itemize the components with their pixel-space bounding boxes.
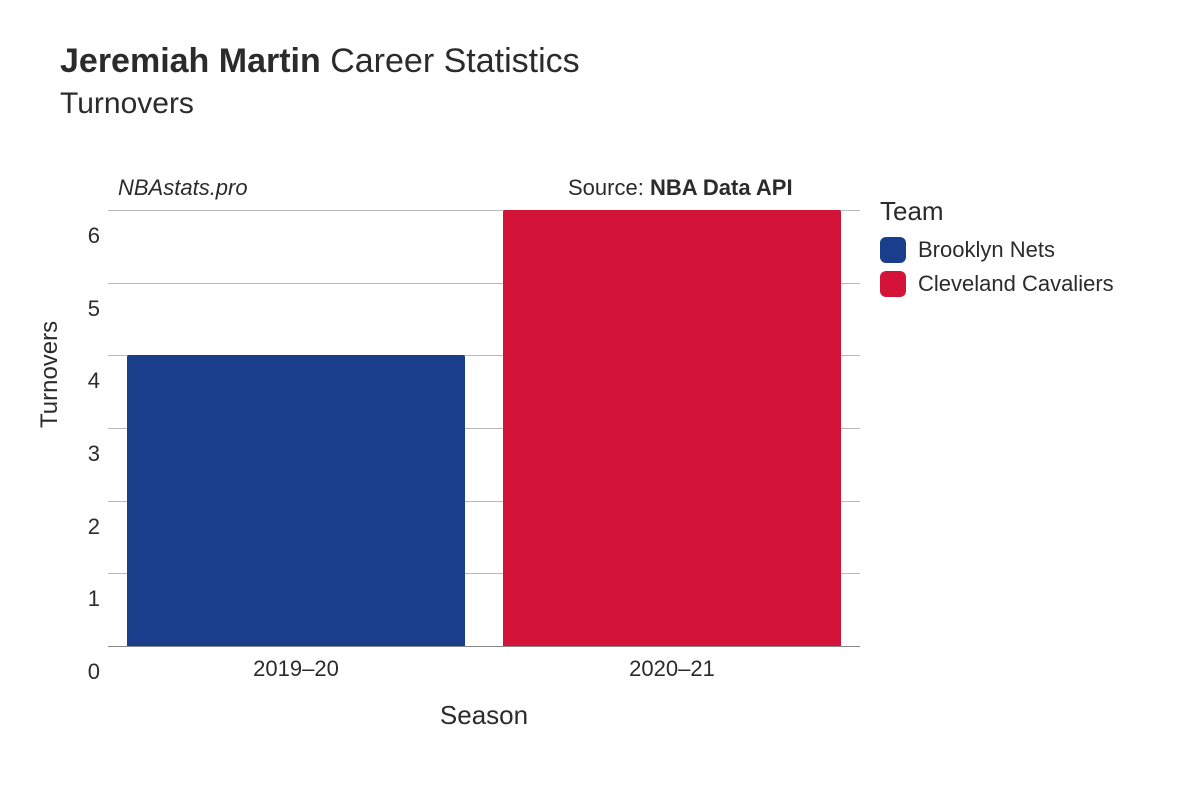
- source-text: Source: NBA Data API: [568, 175, 793, 201]
- x-tick-label: 2019–20: [253, 656, 339, 682]
- legend-item: Brooklyn Nets: [880, 237, 1114, 263]
- source-value: NBA Data API: [650, 175, 793, 200]
- y-tick-label: 3: [60, 441, 100, 467]
- chart-title: Jeremiah Martin Career Statistics: [60, 40, 580, 83]
- y-tick-label: 2: [60, 514, 100, 540]
- legend-swatch: [880, 237, 906, 263]
- legend-title: Team: [880, 196, 1114, 227]
- legend-label: Brooklyn Nets: [918, 237, 1055, 263]
- y-tick-label: 5: [60, 296, 100, 322]
- chart-container: Jeremiah Martin Career Statistics Turnov…: [0, 0, 1200, 800]
- y-tick-label: 6: [60, 223, 100, 249]
- baseline: [108, 646, 860, 647]
- y-tick-label: 4: [60, 368, 100, 394]
- title-block: Jeremiah Martin Career Statistics Turnov…: [60, 40, 580, 121]
- y-tick-label: 1: [60, 586, 100, 612]
- bar: [127, 355, 465, 646]
- legend-item: Cleveland Cavaliers: [880, 271, 1114, 297]
- title-light: Career Statistics: [330, 42, 579, 80]
- legend-swatch: [880, 271, 906, 297]
- x-tick-label: 2020–21: [629, 656, 715, 682]
- title-bold: Jeremiah Martin: [60, 42, 321, 80]
- plot-area: 01234562019–202020–21: [108, 210, 860, 646]
- chart-subtitle: Turnovers: [60, 87, 580, 121]
- x-axis-label: Season: [108, 700, 860, 731]
- legend-label: Cleveland Cavaliers: [918, 271, 1114, 297]
- legend: Team Brooklyn Nets Cleveland Cavaliers: [880, 196, 1114, 305]
- watermark-text: NBAstats.pro: [118, 175, 248, 201]
- bar: [503, 210, 841, 646]
- source-label: Source:: [568, 175, 650, 200]
- y-tick-label: 0: [60, 659, 100, 685]
